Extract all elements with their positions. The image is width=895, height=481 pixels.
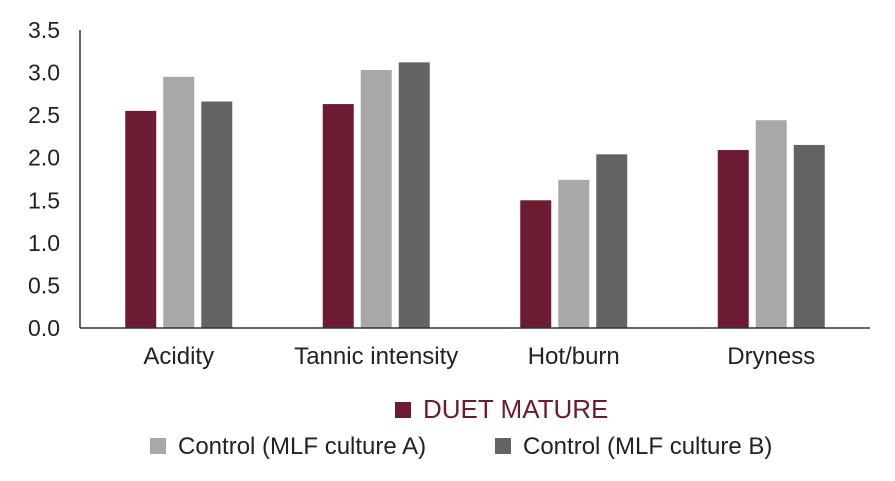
bar-1-2 bbox=[322, 104, 354, 329]
bar-3-1 bbox=[201, 101, 233, 329]
legend-swatch-1 bbox=[395, 402, 411, 418]
x-category-label: Hot/burn bbox=[528, 343, 620, 370]
legend-swatch-3 bbox=[495, 438, 511, 454]
y-axis-ticks: 0.0 0.5 1.0 1.5 2.0 2.5 3.0 3.5 bbox=[28, 17, 60, 341]
legend: DUET MATURE Control (MLF culture A) Contro… bbox=[150, 394, 772, 460]
bar-2-1 bbox=[163, 76, 195, 328]
bar-3-4 bbox=[793, 144, 825, 328]
y-tick-label: 2.0 bbox=[28, 145, 60, 171]
legend-swatch-2 bbox=[150, 438, 166, 454]
y-tick-label: 1.5 bbox=[28, 187, 60, 213]
bar-2-4 bbox=[755, 120, 787, 328]
y-tick-label: 0.0 bbox=[28, 315, 60, 341]
x-category-label: Dryness bbox=[727, 343, 815, 370]
bar-2-2 bbox=[360, 70, 392, 328]
bar-3-3 bbox=[596, 154, 628, 328]
y-tick-label: 0.5 bbox=[28, 272, 60, 298]
bars bbox=[125, 62, 825, 329]
bar-1-3 bbox=[520, 200, 552, 328]
y-tick-label: 1.0 bbox=[28, 230, 60, 256]
x-category-label: Acidity bbox=[143, 343, 214, 370]
legend-label-3: Control (MLF culture B) bbox=[523, 433, 772, 460]
legend-label-1: DUET MATURE bbox=[423, 394, 608, 424]
x-category-label: Tannic intensity bbox=[294, 343, 458, 370]
bar-1-1 bbox=[125, 110, 157, 328]
legend-label-2: Control (MLF culture A) bbox=[178, 433, 426, 460]
x-axis-category-labels: Acidity Tannic intensity Hot/burn Dryness bbox=[143, 343, 815, 370]
y-tick-label: 3.0 bbox=[28, 60, 60, 86]
y-tick-label: 2.5 bbox=[28, 102, 60, 128]
bar-3-2 bbox=[398, 62, 430, 329]
bar-1-4 bbox=[717, 150, 749, 328]
y-tick-label: 3.5 bbox=[28, 17, 60, 43]
bar-2-3 bbox=[558, 179, 590, 328]
